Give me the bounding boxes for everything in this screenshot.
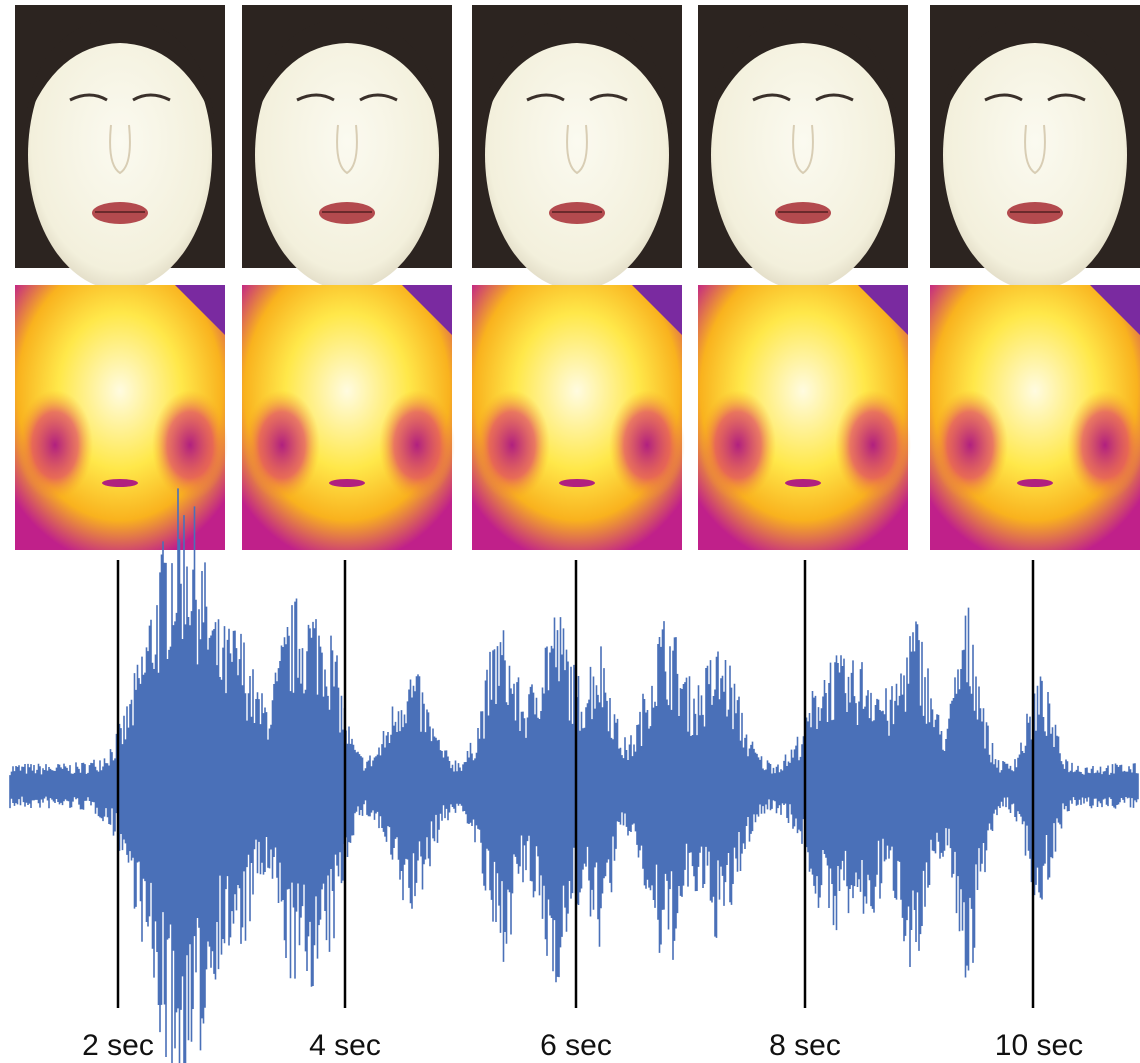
thermal-frame xyxy=(15,285,228,550)
thermal-frame xyxy=(472,285,685,550)
time-markers: 2 sec 4 sec 6 sec 8 sec 10 sec xyxy=(82,560,1083,1062)
face-frame xyxy=(696,3,910,292)
time-label: 8 sec xyxy=(769,1029,841,1062)
time-label: 2 sec xyxy=(82,1029,154,1062)
time-label: 6 sec xyxy=(540,1029,612,1062)
thermal-frame xyxy=(242,285,455,550)
video-frames xyxy=(13,3,1140,550)
time-label: 10 sec xyxy=(995,1029,1083,1062)
face-frame xyxy=(13,3,227,292)
audio-waveform xyxy=(9,488,1139,1063)
thermal-frame xyxy=(698,285,911,550)
time-label: 4 sec xyxy=(309,1029,381,1062)
face-frame xyxy=(240,3,454,292)
face-frame xyxy=(928,3,1140,292)
thermal-frame xyxy=(930,285,1140,550)
face-frame xyxy=(470,3,684,292)
